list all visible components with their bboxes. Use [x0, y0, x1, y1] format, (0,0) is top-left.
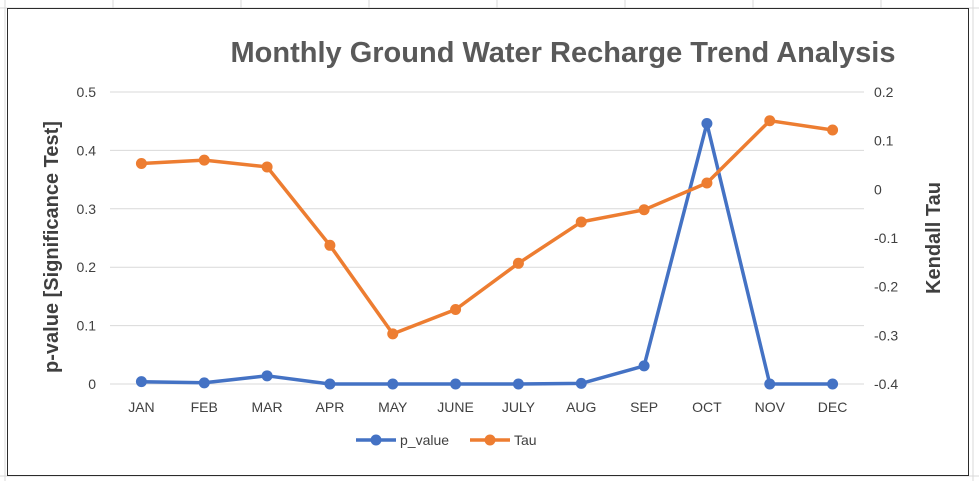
left-tick-label: 0.4	[77, 142, 97, 158]
data-point-tau	[638, 204, 650, 216]
x-tick-label: MAR	[252, 399, 283, 415]
x-tick-label: DEC	[818, 399, 848, 415]
right-tick-label: -0.3	[874, 327, 898, 343]
data-point-p-value	[198, 377, 210, 389]
data-point-tau	[387, 328, 399, 340]
x-tick-label: OCT	[692, 399, 722, 415]
data-point-tau	[198, 154, 210, 166]
data-point-p-value	[135, 376, 147, 388]
left-tick-label: 0.3	[77, 201, 97, 217]
data-point-p-value	[764, 378, 776, 390]
x-tick-label: JAN	[128, 399, 154, 415]
gridlines	[110, 91, 864, 385]
chart-area[interactable]	[7, 8, 969, 476]
left-tick-label: 0.2	[77, 259, 97, 275]
left-axis-title: p-value [Significance Test]	[41, 121, 63, 373]
data-point-tau	[261, 161, 273, 173]
data-point-p-value	[575, 377, 587, 389]
legend-marker	[370, 434, 382, 446]
x-tick-label: SEP	[630, 399, 658, 415]
right-tick-label: 0	[874, 181, 882, 197]
x-tick-label: JUNE	[437, 399, 474, 415]
right-tick-label: -0.2	[874, 279, 898, 295]
right-tick-label: -0.1	[874, 230, 898, 246]
series-layer	[135, 115, 839, 390]
left-tick-label: 0.1	[77, 318, 97, 334]
x-axis-ticks: JAN FEB MAR APR MAY JUNE JULY AUG SEP OCT NOV DEC	[128, 399, 847, 415]
chart-title: Monthly Ground Water Recharge Trend Anal…	[231, 37, 896, 69]
data-point-tau	[827, 124, 839, 136]
left-tick-label: 0	[88, 376, 96, 392]
data-point-p-value	[701, 118, 713, 130]
data-point-tau	[575, 216, 587, 228]
legend-marker	[484, 434, 496, 446]
left-tick-label: 0.5	[77, 84, 97, 100]
right-tick-label: -0.4	[874, 376, 898, 392]
legend-label: Tau	[514, 432, 537, 448]
series-line-p-value	[141, 121, 833, 386]
data-point-tau	[450, 304, 462, 316]
data-point-p-value	[512, 378, 524, 390]
legend: p_value Tau	[356, 432, 537, 448]
right-axis-ticks: -0.4 -0.3 -0.2 -0.1 0 0.1 0.2	[874, 84, 898, 392]
left-axis-ticks: 0 0.1 0.2 0.3 0.4 0.5	[77, 84, 97, 392]
x-tick-label: JULY	[502, 399, 536, 415]
right-tick-label: 0.1	[874, 133, 894, 149]
series-line-tau	[141, 118, 833, 336]
data-point-tau	[764, 115, 776, 127]
data-point-p-value	[261, 370, 273, 382]
data-point-p-value	[450, 378, 462, 390]
data-point-p-value	[324, 378, 336, 390]
x-tick-label: MAY	[378, 399, 408, 415]
data-point-tau	[324, 239, 336, 251]
legend-label: p_value	[400, 432, 449, 448]
x-tick-label: NOV	[755, 399, 786, 415]
x-tick-label: FEB	[191, 399, 218, 415]
data-point-p-value	[827, 378, 839, 390]
data-point-tau	[135, 158, 147, 170]
right-axis-title: Kendall Tau	[923, 182, 945, 294]
x-tick-label: AUG	[566, 399, 596, 415]
x-tick-label: APR	[316, 399, 345, 415]
right-tick-label: 0.2	[874, 84, 894, 100]
data-point-p-value	[638, 360, 650, 372]
data-point-tau	[512, 257, 524, 269]
data-point-tau	[701, 177, 713, 189]
data-point-p-value	[387, 378, 399, 390]
